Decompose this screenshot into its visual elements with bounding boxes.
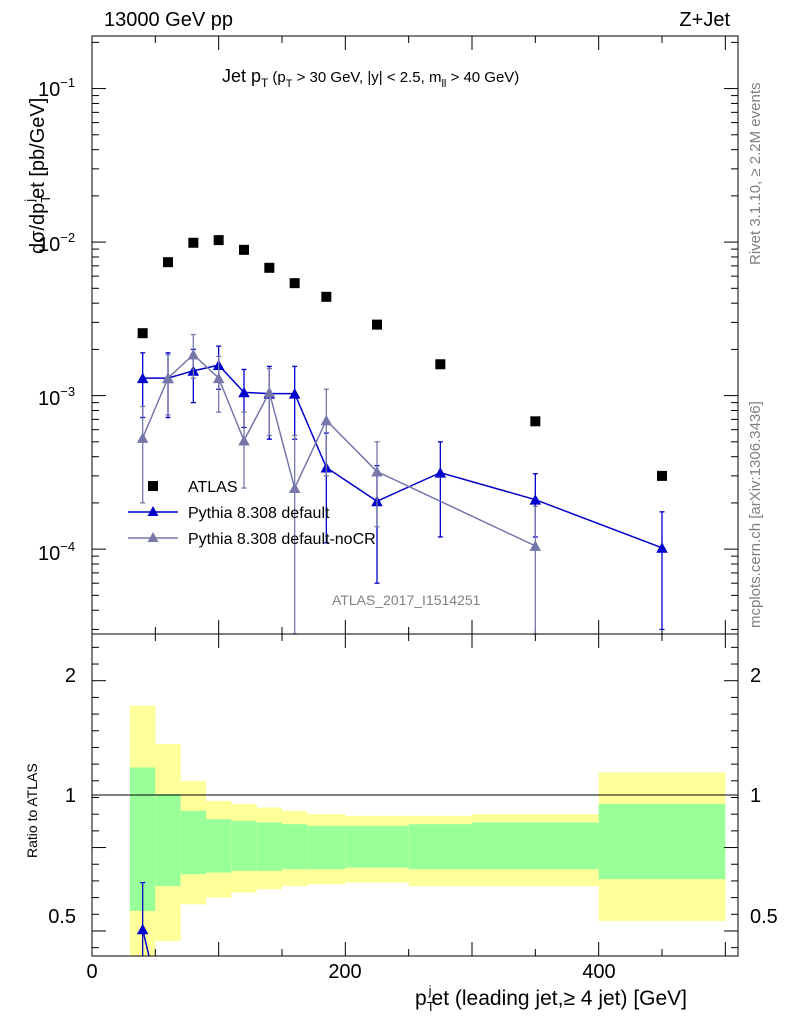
- main-ylabel-rest: et [pb/GeV]: [27, 98, 49, 199]
- data-point: [320, 414, 333, 426]
- ytick-label-1: 10−1: [38, 75, 75, 101]
- ratio-xtick-0: 0: [86, 961, 97, 983]
- main-ylabel: dσ/dpTjet [pb/GeV]: [22, 98, 53, 254]
- ratio-xlabel-sub: T: [427, 999, 435, 1014]
- ratio-ytick-left-2: 2: [65, 665, 76, 687]
- main-title-cuts-sub2: ll: [441, 78, 446, 90]
- data-point: [213, 235, 224, 246]
- legend: ATLAS Pythia 8.308 default Pythia 8.308 …: [128, 479, 376, 548]
- band-green: [231, 820, 257, 871]
- ratio-ytick-left-1: 1: [65, 785, 76, 807]
- main-ylabel-text: dσ/dp: [27, 203, 49, 254]
- data-point: [657, 470, 667, 481]
- ratio-ytick-right-2: 2: [750, 665, 761, 687]
- data-point: [434, 467, 447, 478]
- data-point: [288, 482, 301, 493]
- legend-label-nocr: Pythia 8.308 default-noCR: [188, 531, 376, 548]
- data-point: [264, 262, 275, 273]
- main-title-cuts-rest: > 30 GeV, |y| < 2.5, m: [292, 69, 441, 86]
- legend-label-default: Pythia 8.308 default: [188, 505, 330, 522]
- legend-marker-default: [147, 506, 159, 516]
- data-point: [163, 257, 173, 268]
- ratio-panel: Ratio to ATLAS pTjet (leading jet,≥ 4 je…: [24, 633, 778, 1014]
- series-line: [141, 353, 536, 547]
- data-point: [371, 466, 383, 477]
- legend-label-atlas: ATLAS: [188, 479, 238, 496]
- main-title-cuts: (p: [272, 69, 285, 86]
- data-point: [288, 388, 301, 399]
- ratio-xtick-400: 400: [582, 961, 615, 983]
- data-point: [289, 278, 300, 289]
- data-point: [372, 319, 382, 330]
- data-point: [212, 372, 225, 384]
- band-green: [307, 825, 346, 870]
- data-point: [656, 542, 668, 553]
- data-point: [162, 372, 174, 384]
- data-point: [238, 435, 250, 446]
- main-ytick-labels: 10−1 10−2 10−3 10−4: [38, 75, 75, 565]
- data-point: [238, 386, 250, 398]
- band-green: [206, 819, 232, 873]
- data-point: [187, 349, 200, 360]
- side-label-rivet: Rivet 3.1.10, ≥ 2.2M events: [747, 83, 764, 266]
- ratio-xlabel-text: p: [415, 987, 427, 1010]
- data-point: [530, 416, 541, 427]
- ytick-label-3: 10−3: [38, 384, 75, 410]
- data-point: [529, 540, 542, 551]
- legend-marker-nocr: [147, 532, 159, 542]
- data-point: [136, 432, 149, 443]
- ratio-ytick-right-05: 0.5: [750, 906, 778, 928]
- series-line: [142, 364, 663, 549]
- ytick-label-2: 10−2: [38, 230, 75, 256]
- ratio-ylabel: Ratio to ATLAS: [24, 763, 40, 858]
- ratio-point: [136, 923, 149, 935]
- main-title-cuts-end: > 40 GeV): [446, 69, 519, 86]
- data-point: [321, 291, 332, 302]
- main-title-sub: T: [261, 76, 269, 90]
- main-ticks: [91, 36, 738, 634]
- main-title-text: Jet p: [222, 66, 261, 86]
- data-point: [435, 359, 446, 370]
- data-point: [137, 328, 148, 339]
- data-point: [136, 372, 149, 384]
- ratio-ytick-left-05: 0.5: [48, 906, 76, 928]
- main-title: Jet pT (pT > 30 GeV, |y| < 2.5, mll > 40 …: [222, 66, 519, 90]
- watermark: ATLAS_2017_I1514251: [332, 592, 481, 608]
- ratio-ytick-right-1: 1: [750, 785, 761, 807]
- header-left: 13000 GeV pp: [104, 9, 233, 31]
- band-green: [598, 804, 726, 880]
- ratio-bands: [130, 705, 726, 956]
- data-point: [263, 386, 276, 398]
- ratio-series: [136, 881, 150, 957]
- legend-marker-atlas: [148, 481, 158, 491]
- main-title-cuts-sub: T: [286, 78, 293, 90]
- band-green: [180, 810, 206, 875]
- series-2: [136, 333, 542, 635]
- band-green: [408, 824, 472, 870]
- data-point: [529, 494, 542, 505]
- band-green: [282, 824, 308, 870]
- ratio-xlabel-rest: et (leading jet,≥ 4 jet) [GeV]: [432, 987, 688, 1010]
- ratio-frame: [91, 633, 739, 957]
- side-label-mcplots: mcplots.cern.ch [arXiv:1306.3436]: [747, 401, 764, 628]
- ratio-xlabel-sup: j: [428, 983, 432, 998]
- main-series: [136, 235, 668, 635]
- band-green: [472, 822, 599, 870]
- series-1: [136, 345, 668, 631]
- series-0: [137, 235, 667, 481]
- band-green: [345, 825, 409, 868]
- ratio-xlabel: pTjet (leading jet,≥ 4 jet) [GeV]: [415, 983, 687, 1014]
- header-right: Z+Jet: [679, 9, 730, 31]
- ratio-series-0: [136, 881, 150, 957]
- ytick-label-4: 10−4: [38, 539, 75, 565]
- main-ylabel-sub: T: [38, 195, 53, 203]
- main-panel: Jet pT (pT > 30 GeV, |y| < 2.5, mll > 40 …: [22, 35, 739, 635]
- main-ylabel-sup: j: [22, 199, 37, 203]
- band-green: [256, 822, 282, 871]
- band-green: [155, 794, 181, 886]
- ratio-xtick-200: 200: [328, 961, 361, 983]
- data-point: [188, 237, 199, 248]
- data-point: [239, 244, 249, 255]
